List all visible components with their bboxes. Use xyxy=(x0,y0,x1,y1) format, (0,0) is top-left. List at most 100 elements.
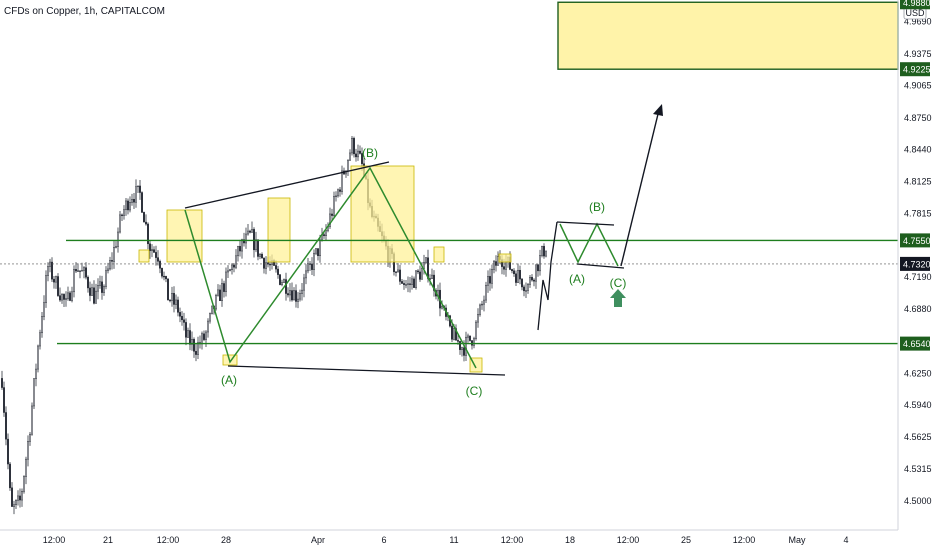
candle-body xyxy=(163,275,165,278)
time-tick-label: 12:00 xyxy=(617,535,640,545)
candle-body xyxy=(29,433,31,442)
candle-body xyxy=(307,263,309,272)
candle-body xyxy=(195,351,197,355)
candle-body xyxy=(479,304,481,315)
candle-body xyxy=(109,260,111,270)
candle-body xyxy=(133,199,135,203)
candle-body xyxy=(413,278,415,288)
candle-body xyxy=(229,269,231,272)
candle-body xyxy=(19,495,21,501)
candle-body xyxy=(265,262,267,269)
candle-body xyxy=(153,249,155,253)
highlight-zones xyxy=(138,1,899,373)
candle-body xyxy=(157,257,159,262)
candle-body xyxy=(425,257,427,263)
zone-upper-badge-text: 4.9880 xyxy=(903,0,931,8)
candle-body xyxy=(149,243,151,251)
candle-body xyxy=(341,170,343,192)
candle-body xyxy=(91,287,93,296)
candle-body xyxy=(503,266,505,270)
candle-body xyxy=(505,261,507,270)
candle-body xyxy=(87,276,89,289)
candle-body xyxy=(35,368,37,379)
candle-body xyxy=(283,279,285,283)
candle-body xyxy=(315,248,317,254)
candle-body xyxy=(83,267,85,271)
candle-body xyxy=(71,291,73,301)
candle-body xyxy=(523,286,525,292)
candle-body xyxy=(299,293,301,300)
candle-body xyxy=(295,290,297,302)
time-tick-label: 28 xyxy=(221,535,231,545)
candle-body xyxy=(419,271,421,280)
candle-body xyxy=(473,338,475,346)
candle-body xyxy=(209,313,211,322)
candle-body xyxy=(357,150,359,158)
candle-body xyxy=(285,279,287,294)
candle-body xyxy=(247,230,249,235)
candle-body xyxy=(99,281,101,286)
candle-body xyxy=(487,276,489,286)
candle-body xyxy=(129,202,131,211)
candle-body xyxy=(221,283,223,301)
candle-body xyxy=(37,345,39,370)
candle-body xyxy=(269,263,271,266)
wave-label: (A) xyxy=(569,272,585,286)
time-tick-label: Apr xyxy=(311,535,325,545)
candle-body xyxy=(9,463,11,489)
zone-upper-badge xyxy=(900,0,930,10)
wave-label: (B) xyxy=(589,200,605,214)
candle-body xyxy=(441,306,443,309)
candle-body xyxy=(165,276,167,280)
time-tick-label: 25 xyxy=(681,535,691,545)
candle-body xyxy=(287,293,289,296)
candle-body xyxy=(119,214,121,233)
candle-body xyxy=(301,289,303,294)
swing-zone xyxy=(166,209,203,263)
candle-body xyxy=(335,195,337,197)
candle-body xyxy=(353,138,355,155)
candle-body xyxy=(235,255,237,268)
candle-body xyxy=(125,200,127,210)
projected-wave-path xyxy=(559,222,619,267)
resistance-badge-text: 4.7550 xyxy=(903,236,931,246)
candle-body xyxy=(49,261,51,267)
candle-body xyxy=(59,295,61,301)
candle-body xyxy=(291,290,293,301)
candle-body xyxy=(239,246,241,252)
resistance-badge xyxy=(900,233,930,248)
candle-body xyxy=(105,270,107,287)
candle-body xyxy=(319,239,321,257)
candle-body xyxy=(415,270,417,288)
time-tick-label: 4 xyxy=(843,535,848,545)
swing-zone xyxy=(498,253,512,263)
candle-body xyxy=(527,284,529,291)
candle-body xyxy=(219,289,221,301)
candle-body xyxy=(519,269,521,280)
candle-body xyxy=(223,283,225,292)
candle-body xyxy=(155,252,157,258)
candle-body xyxy=(259,254,261,257)
price-tick-label: 4.5940 xyxy=(904,400,932,410)
candle-body xyxy=(101,281,103,293)
candle-body xyxy=(513,270,515,275)
candle-body xyxy=(289,290,291,296)
candle-body xyxy=(13,504,15,507)
wave-label: (C) xyxy=(466,384,483,398)
candle-body xyxy=(77,270,79,272)
candle-body xyxy=(139,185,141,193)
candle-body xyxy=(5,412,7,440)
swing-zone xyxy=(138,249,150,263)
candle-body xyxy=(491,269,493,284)
time-tick-label: 12:00 xyxy=(157,535,180,545)
candle-body xyxy=(121,214,123,216)
candle-body xyxy=(255,239,257,251)
candle-body xyxy=(81,270,83,272)
candle-body xyxy=(339,189,341,192)
zone-lower-badge-text: 4.9225 xyxy=(903,65,931,75)
candle-body xyxy=(261,254,263,259)
candle-body xyxy=(493,261,495,270)
candle-body xyxy=(489,276,491,284)
candle-body xyxy=(115,246,117,248)
